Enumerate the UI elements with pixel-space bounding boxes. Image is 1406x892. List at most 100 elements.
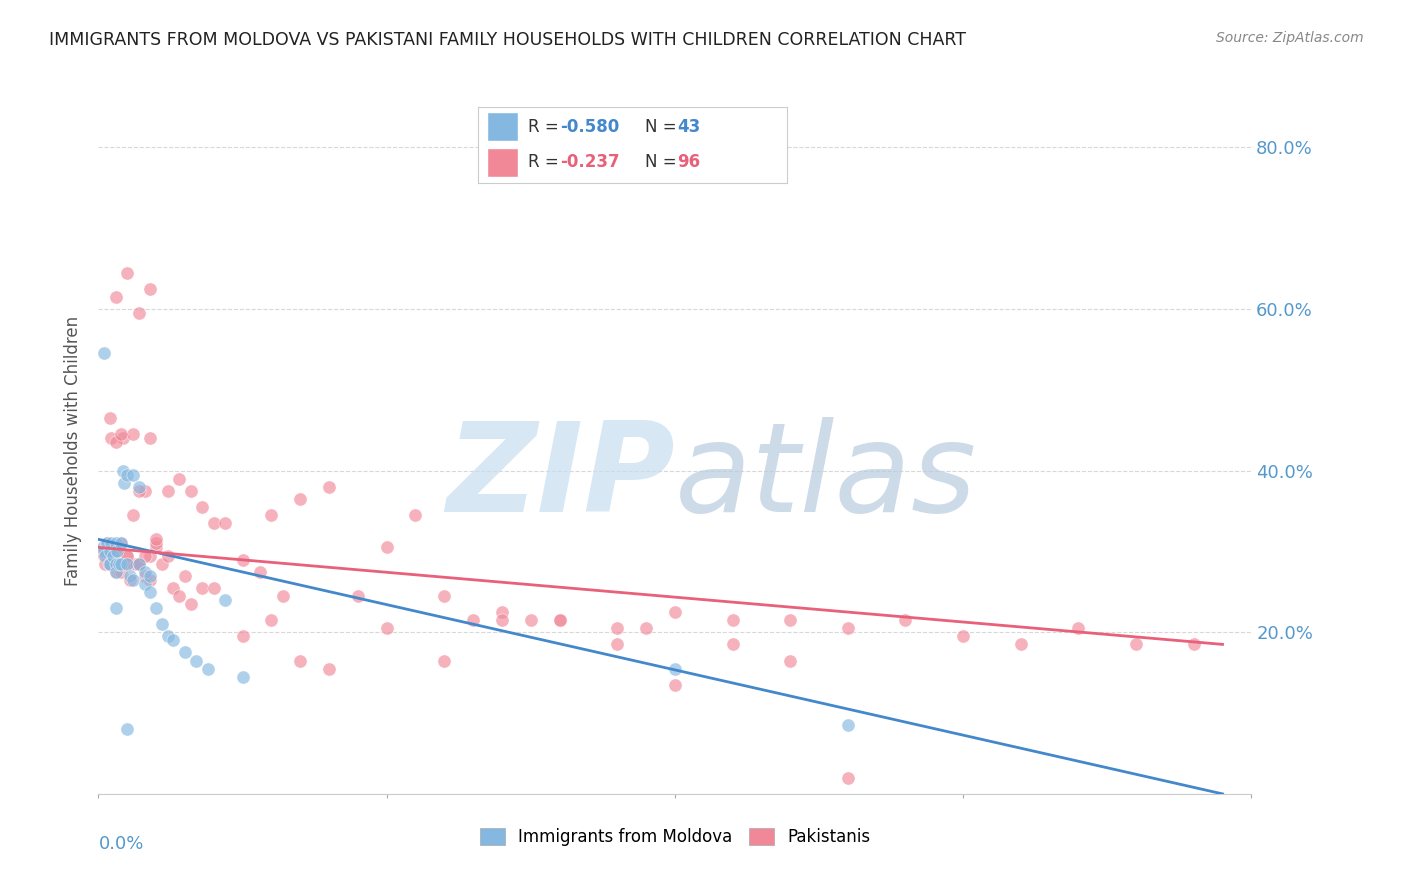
- Point: [346, 589, 368, 603]
- Point: [491, 605, 513, 619]
- Point: [117, 557, 139, 571]
- Text: R =: R =: [527, 118, 564, 136]
- Point: [150, 557, 173, 571]
- Point: [134, 568, 156, 582]
- Point: [128, 557, 150, 571]
- Point: [150, 617, 173, 632]
- Point: [139, 568, 162, 582]
- Point: [128, 483, 150, 498]
- Point: [249, 565, 271, 579]
- Text: ZIP: ZIP: [446, 417, 675, 539]
- Point: [156, 483, 179, 498]
- Point: [110, 536, 132, 550]
- Point: [104, 435, 127, 450]
- Point: [104, 290, 127, 304]
- Point: [98, 557, 121, 571]
- Point: [134, 483, 156, 498]
- Point: [231, 670, 254, 684]
- Point: [128, 557, 150, 571]
- Point: [375, 541, 398, 555]
- Point: [174, 645, 197, 659]
- Text: 96: 96: [678, 153, 700, 171]
- Point: [100, 431, 122, 445]
- Point: [1125, 637, 1147, 651]
- Point: [90, 544, 112, 558]
- Point: [125, 557, 148, 571]
- Point: [952, 629, 974, 643]
- Point: [214, 593, 236, 607]
- Bar: [488, 148, 519, 177]
- Point: [104, 601, 127, 615]
- Point: [664, 678, 686, 692]
- Point: [405, 508, 427, 522]
- Point: [202, 516, 225, 531]
- Point: [134, 565, 156, 579]
- Point: [98, 411, 121, 425]
- Point: [110, 565, 132, 579]
- Point: [107, 557, 129, 571]
- Point: [117, 549, 139, 563]
- Point: [111, 431, 134, 445]
- Point: [180, 597, 202, 611]
- Point: [139, 573, 162, 587]
- Point: [548, 613, 571, 627]
- Point: [375, 621, 398, 635]
- Point: [145, 541, 167, 555]
- Point: [779, 613, 801, 627]
- Point: [162, 581, 184, 595]
- Point: [94, 549, 117, 563]
- Point: [433, 654, 456, 668]
- Point: [112, 475, 135, 490]
- Point: [231, 552, 254, 566]
- Point: [837, 621, 859, 635]
- Text: Source: ZipAtlas.com: Source: ZipAtlas.com: [1216, 31, 1364, 45]
- Point: [186, 654, 208, 668]
- Point: [107, 557, 129, 571]
- Point: [290, 654, 312, 668]
- Text: 0.0%: 0.0%: [98, 835, 143, 853]
- Point: [93, 544, 115, 558]
- Point: [117, 723, 139, 737]
- Point: [461, 613, 484, 627]
- Point: [162, 633, 184, 648]
- Point: [606, 621, 628, 635]
- Point: [122, 467, 145, 482]
- Text: atlas: atlas: [675, 417, 977, 539]
- Point: [636, 621, 658, 635]
- Point: [104, 536, 127, 550]
- Point: [1010, 637, 1032, 651]
- Point: [491, 613, 513, 627]
- Text: -0.580: -0.580: [560, 118, 619, 136]
- Point: [94, 557, 117, 571]
- Point: [180, 483, 202, 498]
- Point: [721, 637, 744, 651]
- Point: [120, 568, 142, 582]
- Point: [105, 544, 128, 558]
- Text: -0.237: -0.237: [560, 153, 620, 171]
- Point: [117, 266, 139, 280]
- Point: [191, 581, 214, 595]
- Point: [271, 589, 294, 603]
- Point: [97, 557, 120, 571]
- Point: [122, 573, 145, 587]
- Point: [664, 605, 686, 619]
- Point: [779, 654, 801, 668]
- Point: [139, 282, 162, 296]
- Point: [139, 431, 162, 445]
- Point: [156, 629, 179, 643]
- Point: [101, 549, 124, 563]
- Point: [167, 589, 190, 603]
- Point: [104, 544, 127, 558]
- Legend: Immigrants from Moldova, Pakistanis: Immigrants from Moldova, Pakistanis: [471, 820, 879, 855]
- Point: [202, 581, 225, 595]
- Text: N =: N =: [645, 153, 682, 171]
- Point: [91, 541, 114, 555]
- Point: [98, 557, 121, 571]
- Point: [117, 549, 139, 563]
- Text: N =: N =: [645, 118, 682, 136]
- Point: [145, 536, 167, 550]
- Bar: [488, 112, 519, 141]
- Point: [260, 508, 283, 522]
- Point: [110, 536, 132, 550]
- Point: [98, 541, 121, 555]
